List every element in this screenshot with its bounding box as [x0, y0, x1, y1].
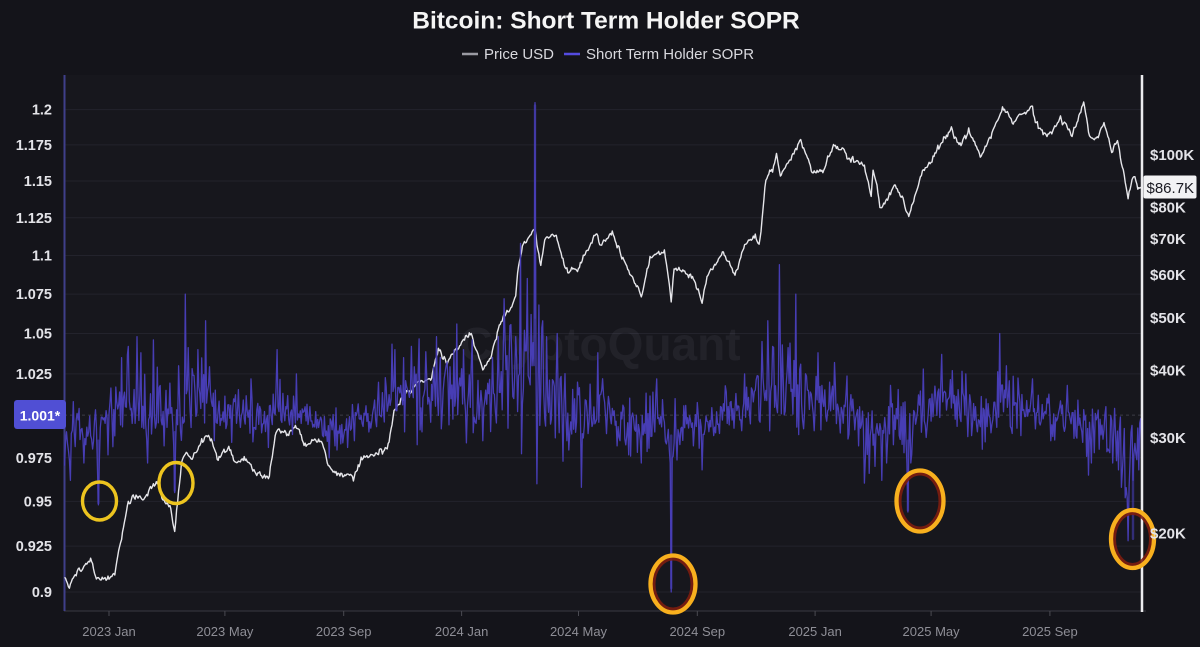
- svg-text:$100K: $100K: [1150, 147, 1194, 164]
- svg-text:1.05: 1.05: [24, 327, 52, 343]
- svg-text:0.975: 0.975: [16, 451, 52, 467]
- svg-text:2024 Jan: 2024 Jan: [435, 624, 489, 639]
- svg-text:2024 May: 2024 May: [550, 624, 608, 639]
- svg-text:2025 Jan: 2025 Jan: [788, 624, 842, 639]
- svg-text:$40K: $40K: [1150, 362, 1186, 379]
- svg-text:$70K: $70K: [1150, 231, 1186, 248]
- svg-text:0.925: 0.925: [16, 539, 52, 555]
- svg-text:1.15: 1.15: [24, 174, 52, 190]
- svg-text:$50K: $50K: [1150, 310, 1186, 327]
- svg-text:2023 Jan: 2023 Jan: [82, 624, 136, 639]
- svg-text:$60K: $60K: [1150, 267, 1186, 284]
- svg-text:2024 Sep: 2024 Sep: [669, 624, 725, 639]
- svg-text:Bitcoin: Short Term Holder SOP: Bitcoin: Short Term Holder SOPR: [412, 8, 800, 35]
- svg-text:Price USD: Price USD: [484, 46, 554, 63]
- svg-text:1.2: 1.2: [32, 103, 52, 119]
- svg-text:2025 May: 2025 May: [903, 624, 961, 639]
- svg-text:2025 Sep: 2025 Sep: [1022, 624, 1078, 639]
- svg-text:$86.7K: $86.7K: [1147, 180, 1195, 197]
- svg-text:$80K: $80K: [1150, 199, 1186, 216]
- svg-text:Short Term Holder SOPR: Short Term Holder SOPR: [586, 46, 754, 63]
- svg-text:CryptoQuant: CryptoQuant: [459, 318, 740, 370]
- svg-text:$30K: $30K: [1150, 430, 1186, 447]
- svg-text:2023 Sep: 2023 Sep: [316, 624, 372, 639]
- svg-text:0.95: 0.95: [24, 495, 52, 511]
- svg-text:1.001*: 1.001*: [20, 408, 61, 424]
- svg-text:0.9: 0.9: [32, 585, 52, 601]
- svg-text:1.1: 1.1: [32, 249, 52, 265]
- svg-text:1.125: 1.125: [16, 211, 52, 227]
- svg-text:1.175: 1.175: [16, 138, 52, 154]
- svg-text:$20K: $20K: [1150, 525, 1186, 542]
- svg-text:2023 May: 2023 May: [196, 624, 254, 639]
- svg-text:1.075: 1.075: [16, 287, 52, 303]
- svg-text:1.025: 1.025: [16, 367, 52, 383]
